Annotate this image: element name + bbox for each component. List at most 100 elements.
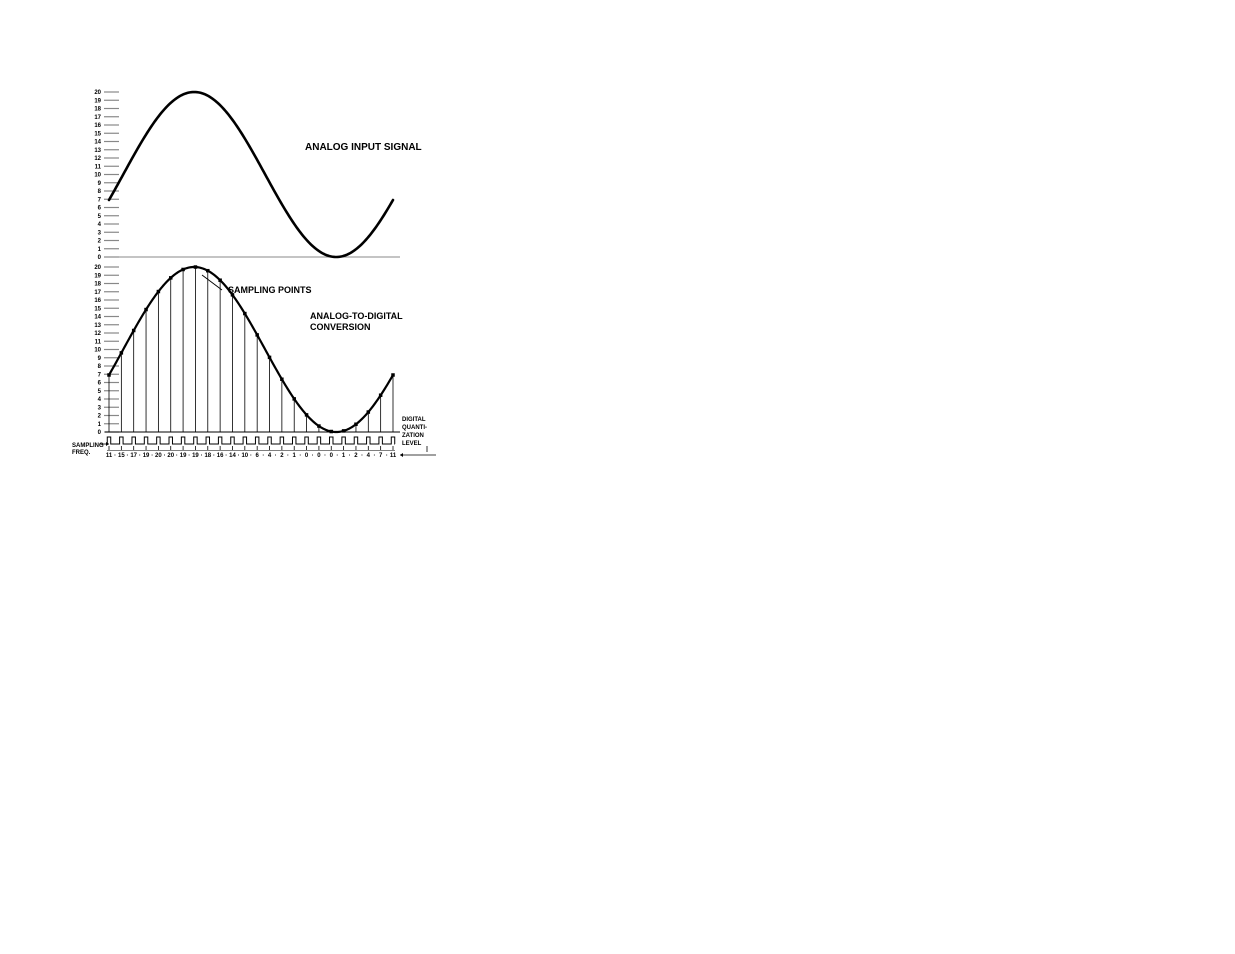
svg-text:12: 12 xyxy=(94,156,101,162)
svg-text:LEVEL: LEVEL xyxy=(402,441,422,447)
svg-text:0: 0 xyxy=(98,255,102,261)
svg-text:10: 10 xyxy=(241,453,248,459)
svg-text:15: 15 xyxy=(118,453,125,459)
svg-text:17: 17 xyxy=(94,290,101,296)
svg-text:4: 4 xyxy=(268,453,272,459)
svg-text:·: · xyxy=(127,453,129,459)
svg-text:4: 4 xyxy=(98,397,102,403)
svg-text:9: 9 xyxy=(98,356,102,362)
svg-text:19: 19 xyxy=(94,98,101,104)
svg-text:6: 6 xyxy=(256,453,260,459)
svg-text:20: 20 xyxy=(167,453,174,459)
svg-text:8: 8 xyxy=(98,364,102,370)
svg-text:DIGITAL: DIGITAL xyxy=(402,417,426,423)
svg-text:QUANTI-: QUANTI- xyxy=(402,425,427,431)
svg-text:2: 2 xyxy=(98,414,102,420)
svg-text:1: 1 xyxy=(293,453,297,459)
svg-text:15: 15 xyxy=(94,131,101,137)
svg-text:ANALOG INPUT SIGNAL: ANALOG INPUT SIGNAL xyxy=(305,142,422,153)
svg-text:·: · xyxy=(188,453,190,459)
svg-text:·: · xyxy=(324,453,326,459)
svg-text:14: 14 xyxy=(94,140,101,146)
svg-text:·: · xyxy=(250,453,252,459)
svg-text:·: · xyxy=(336,453,338,459)
svg-text:0: 0 xyxy=(98,430,102,436)
svg-text:·: · xyxy=(238,453,240,459)
svg-text:13: 13 xyxy=(94,148,101,154)
svg-text:14: 14 xyxy=(229,453,236,459)
svg-text:·: · xyxy=(164,453,166,459)
svg-text:17: 17 xyxy=(130,453,137,459)
svg-text:·: · xyxy=(287,453,289,459)
diagram-svg: 20191817161514131211109876543210ANALOG I… xyxy=(0,0,1235,954)
svg-text:1: 1 xyxy=(98,247,102,253)
svg-text:3: 3 xyxy=(98,405,102,411)
svg-text:3: 3 xyxy=(98,230,102,236)
svg-text:12: 12 xyxy=(94,331,101,337)
svg-text:1: 1 xyxy=(98,422,102,428)
svg-text:·: · xyxy=(201,453,203,459)
svg-text:·: · xyxy=(213,453,215,459)
diagram-container: 20191817161514131211109876543210ANALOG I… xyxy=(0,0,1235,954)
svg-text:·: · xyxy=(151,453,153,459)
svg-text:11: 11 xyxy=(95,339,102,345)
svg-text:·: · xyxy=(373,453,375,459)
svg-text:2: 2 xyxy=(280,453,284,459)
svg-text:5: 5 xyxy=(98,214,102,220)
svg-text:10: 10 xyxy=(94,348,101,354)
svg-text:20: 20 xyxy=(155,453,162,459)
svg-text:10: 10 xyxy=(94,173,101,179)
svg-text:·: · xyxy=(139,453,141,459)
svg-text:·: · xyxy=(312,453,314,459)
svg-text:7: 7 xyxy=(98,197,102,203)
svg-text:7: 7 xyxy=(98,372,102,378)
svg-text:11: 11 xyxy=(390,453,397,459)
svg-text:·: · xyxy=(114,453,116,459)
svg-text:·: · xyxy=(262,453,264,459)
svg-text:13: 13 xyxy=(94,323,101,329)
svg-text:ZATION: ZATION xyxy=(402,433,424,439)
svg-text:7: 7 xyxy=(379,453,383,459)
svg-text:11: 11 xyxy=(106,453,113,459)
svg-text:4: 4 xyxy=(367,453,371,459)
svg-text:·: · xyxy=(275,453,277,459)
svg-text:SAMPLING: SAMPLING xyxy=(72,443,104,449)
svg-text:5: 5 xyxy=(98,389,102,395)
svg-text:19: 19 xyxy=(192,453,199,459)
svg-text:0: 0 xyxy=(305,453,309,459)
svg-text:19: 19 xyxy=(180,453,187,459)
svg-text:8: 8 xyxy=(98,189,102,195)
svg-text:14: 14 xyxy=(94,315,101,321)
svg-text:2: 2 xyxy=(98,239,102,245)
svg-text:·: · xyxy=(299,453,301,459)
svg-text:0: 0 xyxy=(317,453,321,459)
svg-text:11: 11 xyxy=(95,164,102,170)
svg-text:16: 16 xyxy=(94,298,101,304)
svg-text:18: 18 xyxy=(94,107,101,113)
svg-text:·: · xyxy=(386,453,388,459)
svg-text:FREQ.: FREQ. xyxy=(72,450,91,456)
svg-text:9: 9 xyxy=(98,181,102,187)
svg-text:18: 18 xyxy=(94,282,101,288)
svg-text:SAMPLING POINTS: SAMPLING POINTS xyxy=(228,285,312,295)
svg-text:17: 17 xyxy=(94,115,101,121)
svg-text:4: 4 xyxy=(98,222,102,228)
svg-text:19: 19 xyxy=(94,273,101,279)
svg-text:6: 6 xyxy=(98,206,102,212)
svg-text:·: · xyxy=(176,453,178,459)
svg-text:20: 20 xyxy=(94,90,101,96)
svg-text:19: 19 xyxy=(143,453,150,459)
svg-text:·: · xyxy=(349,453,351,459)
svg-text:20: 20 xyxy=(94,265,101,271)
svg-text:2: 2 xyxy=(354,453,358,459)
svg-text:ANALOG-TO-DIGITAL: ANALOG-TO-DIGITAL xyxy=(310,311,403,321)
svg-text:16: 16 xyxy=(94,123,101,129)
svg-text:1: 1 xyxy=(342,453,346,459)
svg-text:18: 18 xyxy=(204,453,211,459)
svg-text:6: 6 xyxy=(98,381,102,387)
svg-text:16: 16 xyxy=(217,453,224,459)
svg-text:0: 0 xyxy=(330,453,334,459)
svg-text:·: · xyxy=(225,453,227,459)
svg-text:CONVERSION: CONVERSION xyxy=(310,322,371,332)
svg-text:15: 15 xyxy=(94,306,101,312)
